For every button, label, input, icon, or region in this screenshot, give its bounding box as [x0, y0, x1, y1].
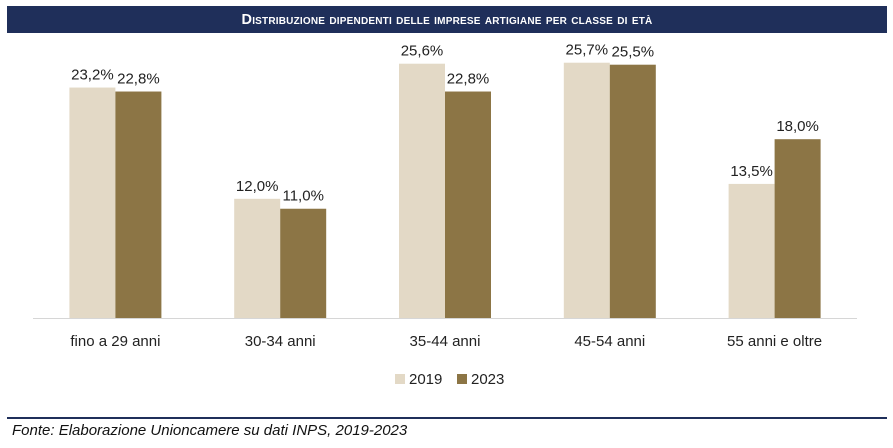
category-label-0: fino a 29 anni [70, 333, 160, 350]
category-label-1: 30-34 anni [245, 333, 316, 350]
data-label-2019-0: 23,2% [71, 67, 114, 84]
bar-2019-4 [728, 183, 775, 318]
data-label-2019-2: 25,6% [401, 43, 444, 60]
chart-title-bar: Distribuzione dipendenti delle imprese a… [7, 6, 887, 33]
bar-2023-4 [774, 139, 821, 318]
data-label-2023-2: 22,8% [447, 71, 490, 88]
category-label-3: 45-54 anni [574, 333, 645, 350]
bar-2019-0 [69, 87, 116, 319]
bar-2023-1 [280, 208, 327, 318]
data-label-2023-1: 11,0% [282, 188, 323, 205]
data-label-2019-1: 12,0% [236, 178, 279, 195]
source-divider [7, 417, 887, 419]
legend-label-2023: 2023 [471, 371, 504, 388]
source-note: Fonte: Elaborazione Unioncamere su dati … [12, 422, 408, 439]
bar-2019-1 [234, 198, 281, 318]
data-label-2019-4: 13,5% [730, 163, 773, 180]
bar-2019-3 [563, 62, 610, 318]
legend-swatch-2023 [457, 374, 467, 384]
bar-2023-0 [115, 91, 162, 319]
category-label-2: 35-44 anni [410, 333, 481, 350]
category-label-4: 55 anni e oltre [727, 333, 822, 350]
data-label-2019-3: 25,7% [566, 42, 609, 59]
bar-2019-2 [399, 63, 445, 318]
legend-label-2019: 2019 [409, 371, 442, 388]
chart-title: Distribuzione dipendenti delle imprese a… [241, 11, 653, 28]
bar-2023-3 [609, 64, 656, 318]
legend-swatch-2019 [395, 374, 405, 384]
data-label-2023-4: 18,0% [776, 118, 819, 135]
bar-2023-2 [445, 91, 491, 319]
data-label-2023-0: 22,8% [117, 71, 160, 88]
data-label-2023-3: 25,5% [612, 44, 655, 61]
